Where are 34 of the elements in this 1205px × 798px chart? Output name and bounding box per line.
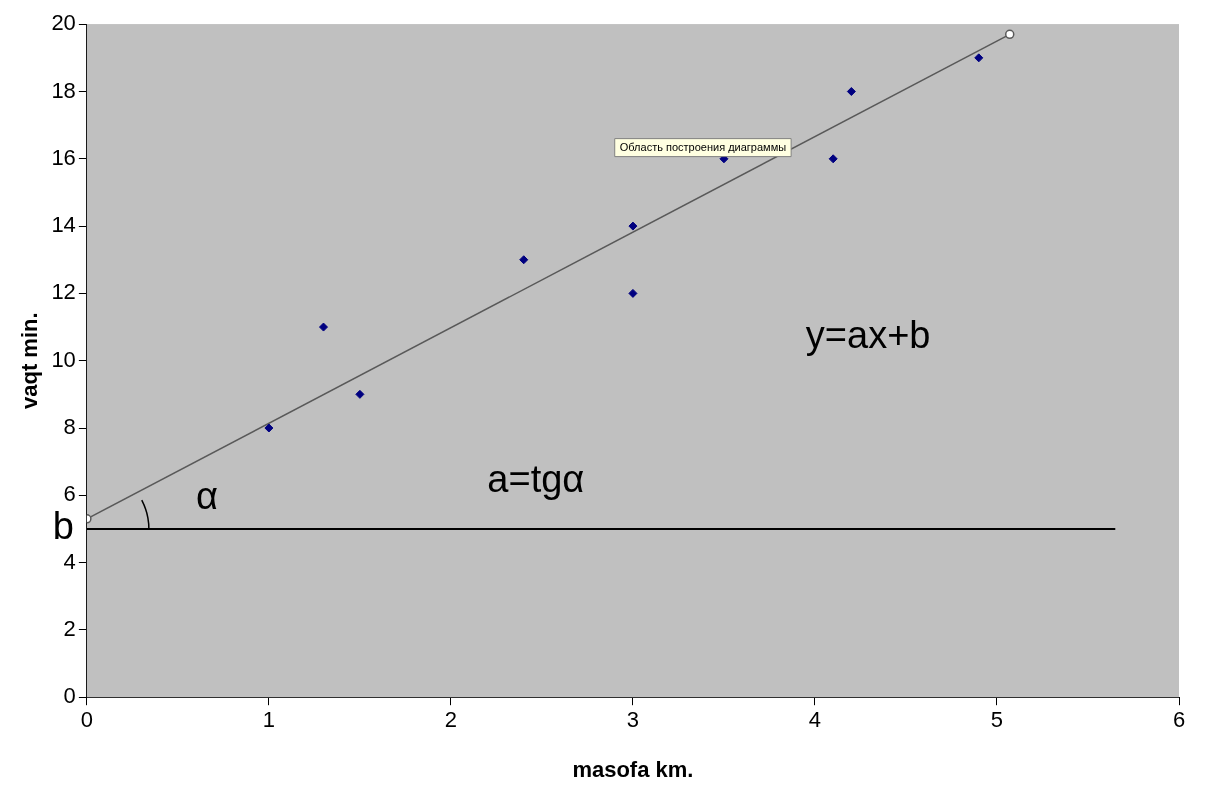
point	[628, 221, 638, 231]
y-tick-label: 0	[63, 683, 76, 709]
annotation: α	[196, 475, 219, 518]
x-tick-label: 3	[626, 707, 640, 733]
annotation: Область построения диаграммы	[619, 140, 787, 153]
y-tick-label: 10	[51, 346, 76, 372]
point	[355, 389, 365, 399]
y-tick-label: 4	[63, 548, 76, 574]
point	[974, 53, 984, 63]
point	[519, 255, 529, 265]
y-tick-label: 6	[63, 481, 76, 507]
y-tick-label: 14	[51, 212, 76, 238]
x-tick-label: 0	[80, 707, 93, 733]
x-tick-label: 4	[808, 707, 822, 733]
y-tick-label: 20	[51, 10, 76, 36]
point	[264, 423, 274, 433]
point	[319, 322, 328, 332]
annotation: b	[52, 505, 75, 548]
annotation: y=ax+b	[805, 313, 931, 356]
annotation: a=tgα	[487, 458, 585, 501]
y-tick-label: 2	[63, 615, 76, 641]
x-tick-label: 6	[1172, 707, 1186, 733]
point	[828, 154, 838, 164]
point	[628, 288, 638, 298]
y-tick-label: 16	[51, 144, 76, 170]
y-tick-label: 18	[51, 77, 76, 103]
y-tick-label: 8	[63, 414, 76, 440]
x-tick-label: 2	[444, 707, 458, 733]
x-tick-label: 5	[990, 707, 1004, 733]
point	[846, 87, 856, 96]
x-axis-title: masofa km.	[572, 756, 694, 782]
y-axis-title: vaqt min.	[17, 312, 43, 409]
x-tick-label: 1	[262, 707, 276, 733]
y-tick-label: 12	[51, 279, 76, 305]
